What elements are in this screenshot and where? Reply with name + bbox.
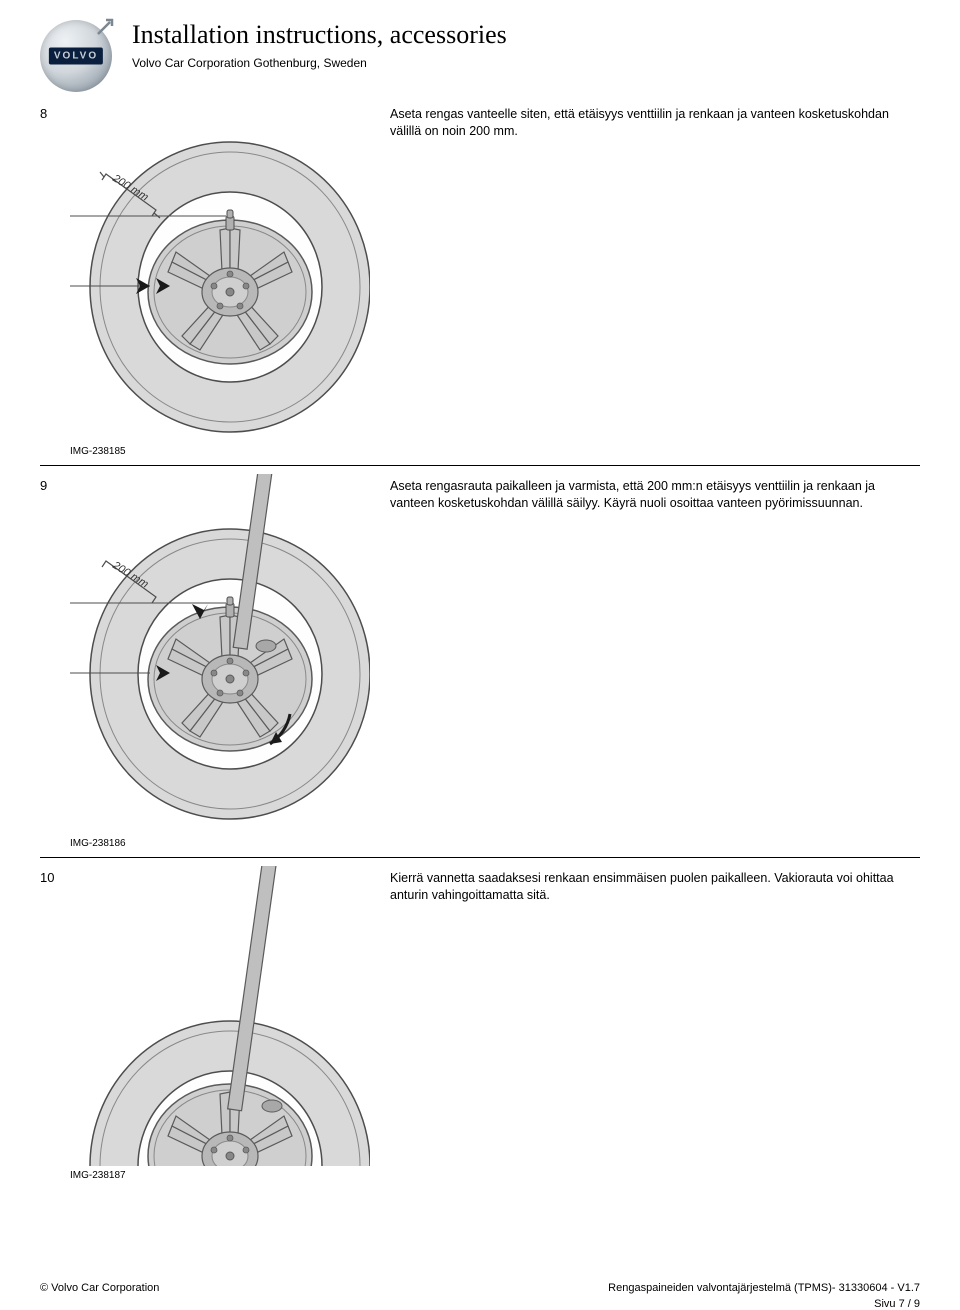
step-9-figure: 200 mm IMG-238186 [70,474,370,851]
step-8-text: Aseta rengas vanteelle siten, että etäis… [390,102,920,459]
page: VOLVO Installation instructions, accesso… [0,0,960,1302]
logo-text: VOLVO [49,48,103,65]
figure-caption: IMG-238187 [70,1170,370,1181]
step-8-figure: 200 mm IMG-238185 [70,102,370,459]
figure-caption: IMG-238185 [70,446,370,457]
wheel-diagram-9: 200 mm [70,474,370,834]
wheel-diagram-10 [70,866,370,1166]
page-footer: © Volvo Car Corporation Rengaspaineiden … [40,1282,920,1294]
step-10-figure: IMG-238187 [70,866,370,1183]
step-9: 9 [40,474,920,858]
page-title: Installation instructions, accessories [132,20,507,50]
footer-page-number: Sivu 7 / 9 [874,1298,920,1310]
step-number: 8 [40,102,70,465]
volvo-logo: VOLVO [40,20,112,92]
page-header: VOLVO Installation instructions, accesso… [40,20,920,92]
footer-doc-id: Rengaspaineiden valvontajärjestelmä (TPM… [608,1282,920,1294]
figure-caption: IMG-238186 [70,838,370,849]
wheel-diagram-8: 200 mm [70,102,370,442]
page-subtitle: Volvo Car Corporation Gothenburg, Sweden [132,56,507,70]
step-8: 8 [40,102,920,466]
header-text: Installation instructions, accessories V… [132,20,507,70]
step-number: 9 [40,474,70,857]
logo-arrow-icon [96,16,116,36]
step-9-text: Aseta rengasrauta paikalleen ja varmista… [390,474,920,851]
step-10: 10 [40,866,920,1189]
step-number: 10 [40,866,70,1189]
footer-copyright: © Volvo Car Corporation [40,1282,159,1294]
step-10-text: Kierrä vannetta saadaksesi renkaan ensim… [390,866,920,1183]
